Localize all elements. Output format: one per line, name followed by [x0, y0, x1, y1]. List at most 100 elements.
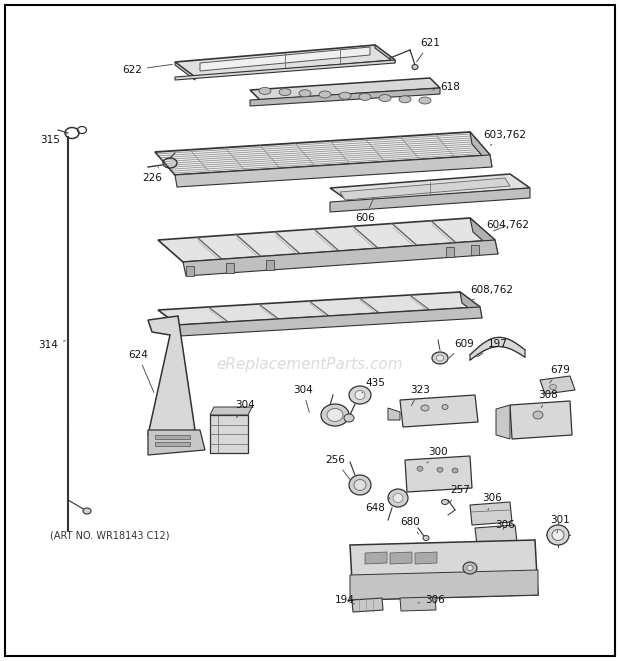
Text: 609: 609	[449, 339, 474, 358]
Polygon shape	[200, 47, 370, 71]
Ellipse shape	[349, 386, 371, 404]
Polygon shape	[340, 178, 510, 200]
Bar	[186, 266, 194, 276]
Polygon shape	[496, 405, 510, 439]
Text: 308: 308	[538, 390, 558, 408]
Polygon shape	[148, 316, 195, 440]
Ellipse shape	[299, 90, 311, 97]
Polygon shape	[175, 62, 195, 80]
Polygon shape	[175, 60, 395, 80]
Text: 624: 624	[128, 350, 154, 393]
Bar	[266, 260, 274, 270]
Polygon shape	[470, 337, 525, 360]
Ellipse shape	[549, 385, 557, 389]
Text: 323: 323	[410, 385, 430, 406]
Ellipse shape	[419, 97, 431, 104]
Ellipse shape	[339, 92, 351, 99]
Text: 256: 256	[325, 455, 350, 480]
Text: 194: 194	[335, 595, 355, 605]
Text: 197: 197	[477, 339, 508, 356]
Polygon shape	[350, 540, 538, 600]
Text: 304: 304	[235, 400, 255, 418]
Ellipse shape	[417, 466, 423, 471]
Text: 621: 621	[417, 38, 440, 61]
Text: 679: 679	[550, 365, 570, 383]
Polygon shape	[405, 456, 472, 492]
Text: 314: 314	[38, 340, 65, 350]
Ellipse shape	[412, 65, 418, 69]
Polygon shape	[158, 218, 495, 262]
Polygon shape	[375, 45, 395, 63]
Ellipse shape	[319, 91, 331, 98]
Ellipse shape	[442, 405, 448, 410]
Ellipse shape	[423, 535, 429, 541]
Polygon shape	[470, 502, 512, 525]
Polygon shape	[148, 430, 205, 455]
Text: 608,762: 608,762	[471, 285, 513, 300]
Polygon shape	[470, 132, 492, 167]
Bar	[226, 262, 234, 273]
Text: eReplacementParts.com: eReplacementParts.com	[216, 358, 404, 373]
Ellipse shape	[421, 405, 429, 411]
Polygon shape	[460, 292, 482, 318]
Ellipse shape	[547, 525, 569, 545]
Text: 257: 257	[450, 485, 470, 502]
Ellipse shape	[467, 566, 473, 570]
Polygon shape	[388, 408, 400, 420]
Text: 648: 648	[365, 498, 390, 513]
Ellipse shape	[349, 475, 371, 495]
Polygon shape	[250, 88, 440, 106]
Text: 301: 301	[550, 515, 570, 533]
Bar	[471, 245, 479, 255]
Text: 618: 618	[433, 82, 460, 92]
Ellipse shape	[355, 391, 365, 399]
Polygon shape	[330, 188, 530, 212]
Ellipse shape	[344, 414, 354, 422]
Ellipse shape	[399, 96, 411, 103]
Bar	[155, 435, 190, 439]
Polygon shape	[390, 552, 412, 564]
Ellipse shape	[436, 355, 443, 361]
Text: 300: 300	[427, 447, 448, 463]
Text: 606: 606	[355, 198, 375, 223]
Bar	[155, 442, 190, 446]
Polygon shape	[155, 132, 490, 175]
Polygon shape	[510, 401, 572, 439]
Ellipse shape	[259, 87, 271, 95]
Ellipse shape	[359, 93, 371, 100]
Polygon shape	[470, 218, 498, 254]
Ellipse shape	[388, 489, 408, 507]
Polygon shape	[365, 552, 387, 564]
Polygon shape	[540, 376, 575, 394]
Polygon shape	[400, 395, 478, 427]
Ellipse shape	[393, 494, 403, 502]
Polygon shape	[175, 45, 395, 77]
Ellipse shape	[83, 508, 91, 514]
Text: (ART NO. WR18143 C12): (ART NO. WR18143 C12)	[50, 530, 170, 540]
Polygon shape	[210, 415, 248, 453]
Ellipse shape	[354, 479, 366, 490]
Polygon shape	[330, 174, 530, 202]
Text: 226: 226	[142, 167, 162, 183]
Text: 306: 306	[482, 493, 502, 510]
Text: 315: 315	[40, 134, 67, 145]
Ellipse shape	[463, 562, 477, 574]
Polygon shape	[250, 78, 440, 100]
Text: 306: 306	[495, 520, 515, 530]
Text: 435: 435	[362, 378, 385, 393]
Polygon shape	[183, 240, 498, 276]
Ellipse shape	[533, 411, 543, 419]
Text: 622: 622	[122, 64, 172, 75]
Text: 604,762: 604,762	[487, 220, 529, 231]
Polygon shape	[400, 597, 436, 611]
Text: 306: 306	[418, 595, 445, 605]
Polygon shape	[352, 598, 383, 612]
Ellipse shape	[432, 352, 448, 364]
Polygon shape	[158, 292, 480, 325]
Polygon shape	[175, 155, 492, 187]
Polygon shape	[350, 570, 538, 600]
Ellipse shape	[321, 404, 349, 426]
Text: 680: 680	[400, 517, 420, 533]
Ellipse shape	[441, 500, 448, 504]
Ellipse shape	[552, 529, 564, 541]
